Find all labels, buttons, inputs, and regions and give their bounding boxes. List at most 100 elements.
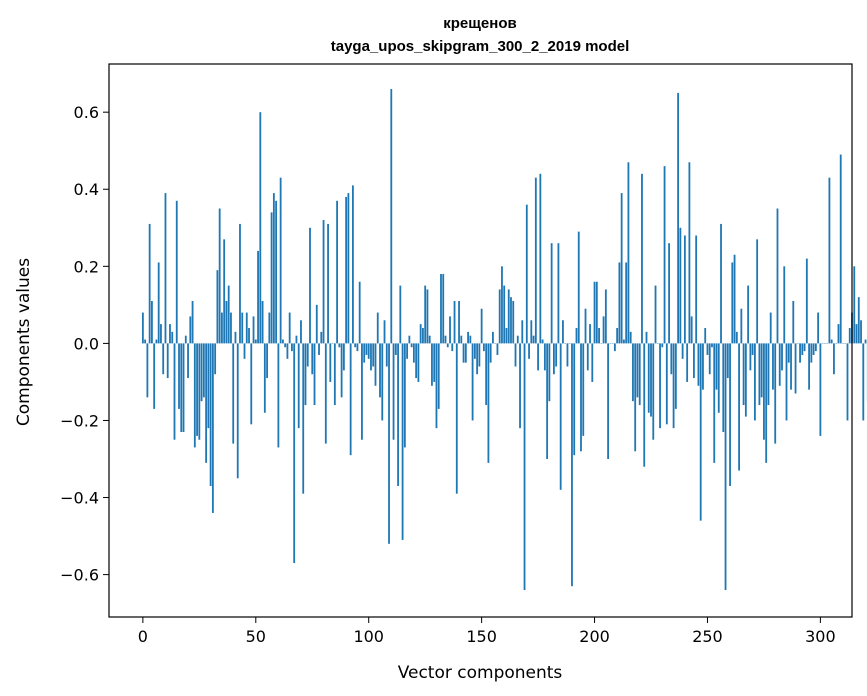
bar (467, 331, 469, 344)
bar (193, 343, 196, 448)
bar (318, 343, 320, 355)
bar (410, 343, 413, 348)
bar (333, 343, 336, 406)
bar (539, 173, 542, 344)
bar (166, 343, 169, 379)
bar (659, 343, 661, 429)
bar (336, 200, 338, 344)
bar (532, 335, 535, 344)
bar (738, 343, 740, 471)
bar (751, 343, 754, 355)
bar (277, 343, 280, 448)
bar (349, 343, 352, 456)
bar (241, 312, 244, 344)
bar (735, 331, 738, 344)
bar (352, 185, 354, 344)
bar (367, 343, 370, 359)
bar (534, 177, 537, 344)
bar (713, 343, 716, 463)
bar (300, 320, 302, 344)
bar (717, 343, 720, 413)
bar (187, 343, 189, 379)
bar (435, 343, 438, 429)
bar (711, 343, 713, 348)
bar (616, 327, 619, 344)
bar (412, 343, 415, 363)
bar (855, 324, 858, 344)
bar (726, 343, 729, 379)
bar (288, 312, 291, 344)
bar (654, 285, 657, 344)
bar (783, 266, 786, 344)
bar (254, 339, 257, 344)
bar (361, 343, 363, 440)
bar (668, 243, 670, 344)
bar (473, 343, 476, 359)
bar (749, 343, 752, 371)
bar (196, 343, 198, 436)
bar (322, 220, 325, 344)
bar (528, 343, 530, 359)
y-axis-ticks: −0.6 −0.4 −0.2 0.0 0.2 0.4 0.6 (60, 103, 109, 585)
bar (489, 343, 492, 363)
bar (347, 193, 350, 344)
bar (189, 316, 192, 344)
bar (146, 343, 149, 398)
bar (641, 173, 643, 344)
bar (464, 343, 467, 363)
bar (401, 343, 404, 540)
bar (211, 343, 214, 513)
bar (476, 343, 479, 375)
bar (342, 343, 345, 371)
bar (245, 312, 248, 344)
bar (557, 243, 560, 344)
y-tick-label: −0.6 (60, 566, 99, 585)
bar (575, 327, 578, 344)
bar (178, 343, 180, 409)
bar (803, 343, 806, 352)
bar (279, 177, 282, 344)
bar (697, 343, 700, 386)
bar (184, 335, 187, 344)
bar (525, 204, 528, 344)
bar (209, 343, 212, 486)
bar (304, 343, 307, 406)
bar (537, 343, 539, 371)
bar (593, 281, 596, 344)
bar (437, 343, 440, 409)
bar (864, 339, 867, 344)
bar (275, 200, 278, 344)
bar (661, 343, 664, 348)
bar (699, 343, 702, 521)
bar (814, 343, 817, 352)
bar (582, 343, 585, 436)
bar (778, 343, 781, 386)
bar (243, 343, 246, 359)
x-tick-label: 250 (692, 627, 723, 646)
bar (729, 343, 731, 486)
bar (225, 301, 228, 344)
bar (252, 316, 255, 344)
bar (227, 285, 230, 344)
bar (756, 239, 759, 344)
bar (433, 343, 436, 382)
bar (715, 343, 718, 390)
bar (550, 243, 553, 344)
bar (408, 335, 411, 344)
bar (354, 343, 357, 348)
bar (584, 308, 587, 344)
bar (327, 223, 329, 344)
bar (787, 343, 790, 363)
bar (390, 89, 393, 344)
bar (837, 324, 840, 344)
bar (598, 327, 600, 344)
bar (311, 343, 314, 375)
x-tick-label: 100 (353, 627, 384, 646)
bar (426, 289, 429, 344)
bar (374, 343, 377, 386)
bar (724, 343, 727, 591)
bar (376, 312, 379, 344)
bars-group (141, 89, 867, 591)
bar (742, 343, 745, 406)
bar (607, 343, 609, 459)
